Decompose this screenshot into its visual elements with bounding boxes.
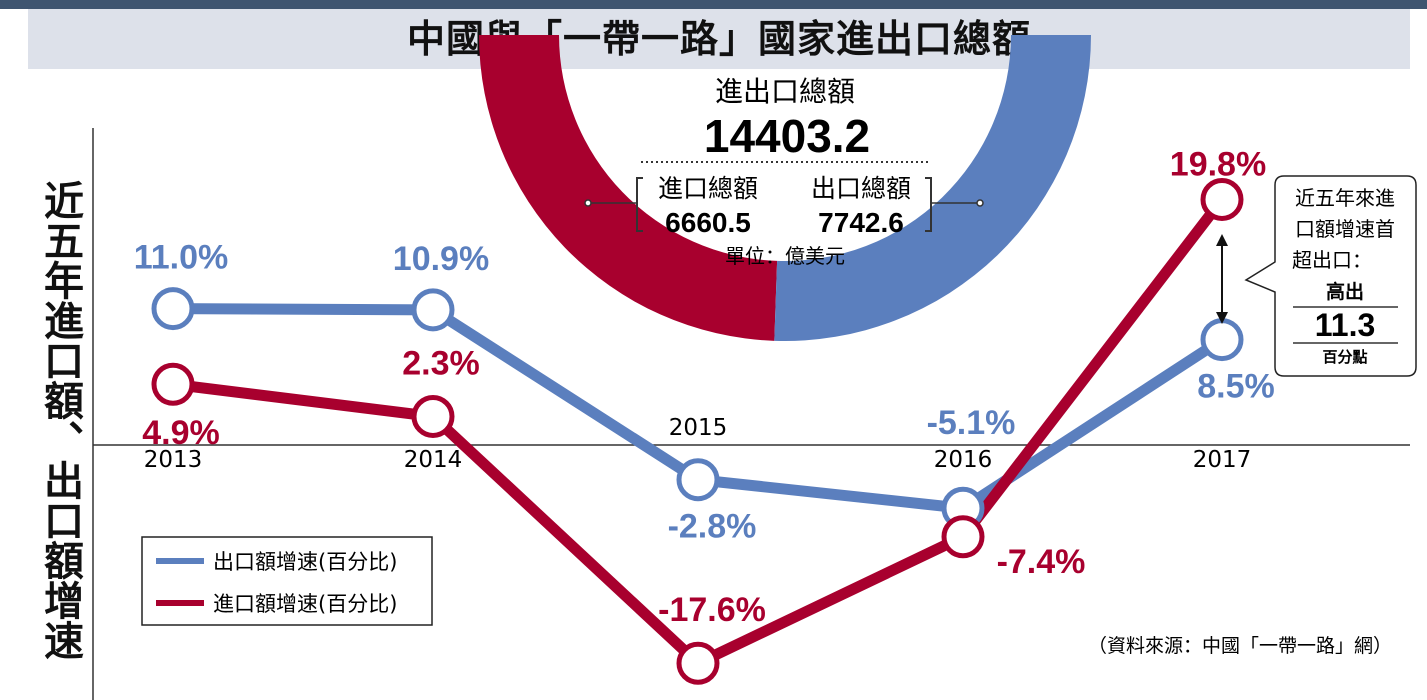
import-data-label: 2.3% (402, 344, 480, 382)
difference-arrow-up (1216, 234, 1228, 246)
export-bracket (925, 177, 932, 232)
donut-import-segment (479, 35, 778, 341)
donut-export-value: 7742.6 (818, 207, 904, 238)
legend-import-label: 進口額增速(百分比) (213, 592, 397, 616)
donut-export-label: 出口總額 (811, 174, 911, 203)
title-bar: 中國與「一帶一路」國家進出口總額 (28, 9, 1410, 69)
export-point (151, 287, 195, 331)
top-strip (0, 0, 1427, 9)
source-note: （資料來源：中國「一帶一路」網） (1088, 635, 1392, 657)
callout-line-3: 超出口： (1292, 248, 1372, 272)
x-tick-label: 2013 (144, 447, 203, 473)
donut-total-label: 進出口總額 (715, 75, 855, 108)
callout-line-2: 口額增速首 (1295, 217, 1395, 241)
import-point (411, 394, 455, 438)
import-bracket (636, 177, 643, 232)
callout-value: 11.3 (1315, 307, 1376, 343)
export-data-label: 8.5% (1197, 368, 1275, 406)
donut-export-segment (774, 35, 1091, 342)
callout-prefix: 高出 (1326, 280, 1364, 303)
callout-box (1244, 175, 1417, 377)
export-data-label: -2.8% (668, 508, 757, 546)
import-data-label: 19.8% (1170, 145, 1266, 183)
data-labels: 11.0% 10.9% -2.8% -5.1% 8.5% 4.9% 2.3% -17.6% -7… (134, 145, 1275, 629)
import-data-label: -17.6% (658, 591, 766, 629)
import-point (676, 641, 720, 685)
import-data-label: 4.9% (142, 414, 220, 452)
donut-chart (479, 35, 1091, 342)
donut-import-label: 進口總額 (658, 174, 758, 203)
x-tick-label: 2014 (404, 447, 463, 473)
callout-line-1: 近五年來進 (1295, 186, 1395, 210)
legend-box (141, 536, 433, 626)
import-data-label: -7.4% (997, 543, 1086, 581)
side-title: 近五年進口額、出口額增速 (37, 180, 84, 660)
donut-unit: 單位：億美元 (725, 244, 845, 268)
export-data-label: -5.1% (927, 404, 1016, 442)
data-points (151, 177, 1244, 685)
x-tick-label: 2016 (934, 447, 993, 473)
export-point (411, 288, 455, 332)
donut-total-value: 14403.2 (704, 110, 870, 162)
import-point (151, 362, 195, 406)
difference-arrow-down (1216, 312, 1228, 324)
export-point (1200, 318, 1244, 362)
export-data-label: 10.9% (393, 240, 489, 278)
donut-import-value: 6660.5 (665, 207, 751, 238)
import-point (941, 515, 985, 559)
x-tick-label: 2017 (1193, 447, 1252, 473)
legend-export-label: 出口額增速(百分比) (213, 550, 397, 574)
x-tick-label: 2015 (669, 415, 728, 441)
export-point (676, 458, 720, 502)
export-leader-dot (976, 199, 984, 207)
import-leader-dot (584, 199, 592, 207)
callout-suffix: 百分點 (1322, 348, 1367, 366)
export-data-label: 11.0% (134, 239, 229, 277)
x-tick-labels: 2013 2014 2015 2016 2017 (144, 415, 1252, 473)
import-point (1200, 177, 1244, 221)
